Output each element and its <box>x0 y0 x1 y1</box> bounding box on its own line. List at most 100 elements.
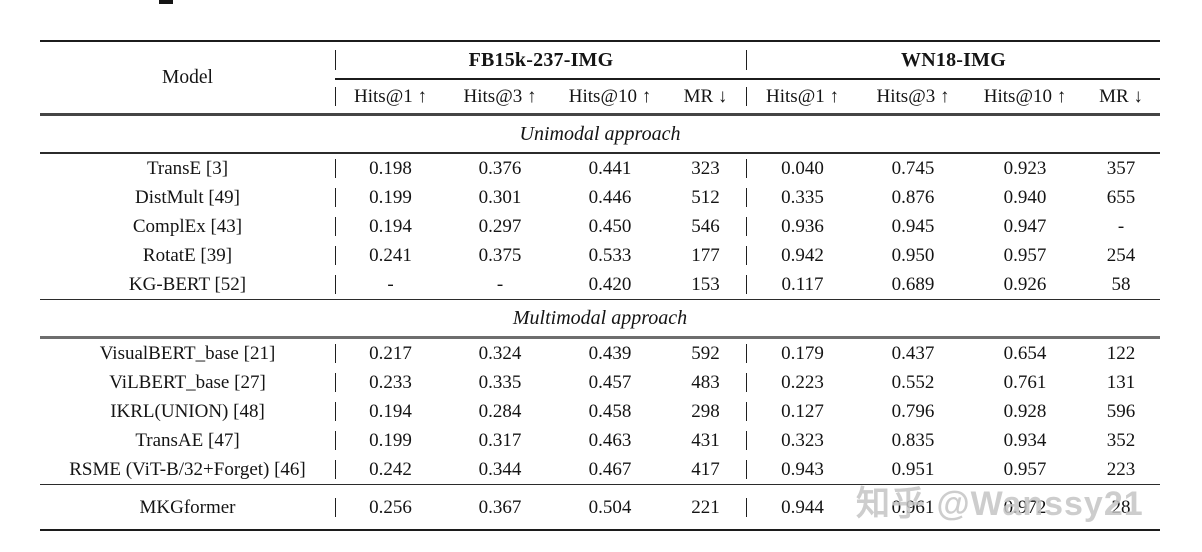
metric-value-cell: - <box>1117 215 1125 237</box>
section-label-underrule <box>40 152 1160 154</box>
table-row: ComplEx [43] 0.194 0.297 0.450 546 0.936 0.945… <box>40 212 1160 241</box>
metric-value-cell: 0.297 <box>478 215 522 237</box>
metric-header-wn-hits@1: Hits@1 ↑ <box>746 86 858 106</box>
group-header-fb15k-237-img: FB15k-237-IMG <box>335 50 746 70</box>
metric-value-cell: 0.344 <box>478 458 522 480</box>
top-rule <box>40 40 1160 42</box>
metric-value-cell: 0.654 <box>1003 342 1047 364</box>
table-header: Model FB15k-237-IMG WN18-IMG Hits@1 ↑ Hit… <box>40 42 1160 113</box>
metric-value-cell: 0.127 <box>746 401 858 421</box>
model-name-cell: ViLBERT_base [27] <box>109 371 266 393</box>
cropped-caption-fragment <box>159 0 173 4</box>
metric-value-cell: 0.335 <box>746 187 858 207</box>
metric-value-cell: 0.504 <box>588 496 632 518</box>
section-label-row: Unimodal approach <box>40 116 1160 152</box>
model-column-header: Model <box>162 66 213 88</box>
metric-value-cell: 0.957 <box>1003 458 1047 480</box>
metric-value-cell: 0.936 <box>746 216 858 236</box>
metric-header-wn-mr: MR ↓ <box>1099 85 1143 107</box>
metric-value-cell: 0.923 <box>1003 157 1047 179</box>
metric-value-cell: 28 <box>1111 496 1131 518</box>
metric-value-cell: 0.323 <box>746 430 858 450</box>
metric-value-cell: 0.439 <box>588 342 632 364</box>
metric-value-cell: 655 <box>1106 186 1136 208</box>
metric-value-cell: 0.179 <box>746 343 858 363</box>
metric-value-cell: 0.284 <box>478 400 522 422</box>
table-sections: Unimodal approach TransE [3] 0.198 0.376 0.4… <box>40 116 1160 484</box>
dataset-group-row: FB15k-237-IMG WN18-IMG <box>335 42 1160 78</box>
metric-value-cell: 0.835 <box>891 429 935 451</box>
metric-value-cell: 0.317 <box>478 429 522 451</box>
metric-header-fb-mr: MR ↓ <box>683 85 728 107</box>
model-name-cell: RSME (ViT-B/32+Forget) [46] <box>69 458 306 480</box>
metric-value-cell: 0.223 <box>746 372 858 392</box>
metric-value-cell: 0.796 <box>891 400 935 422</box>
metric-value-cell: 352 <box>1106 429 1136 451</box>
metric-value-cell: 0.943 <box>746 459 858 479</box>
group-header-wn18-img: WN18-IMG <box>746 50 1160 70</box>
metric-value-cell: 0.761 <box>1003 371 1047 393</box>
metric-value-cell: 0.951 <box>891 458 935 480</box>
zhihu-watermark: 知乎 @Wanssy21 <box>856 485 1144 523</box>
metric-value-cell: 0.420 <box>588 273 632 295</box>
table-row: RotatE [39] 0.241 0.375 0.533 177 0.942 0.950 0… <box>40 241 1160 270</box>
section-label-row: Multimodal approach <box>40 300 1160 336</box>
metric-value-cell: 0.552 <box>891 371 935 393</box>
metric-value-cell: 0.457 <box>588 371 632 393</box>
metric-value-cell: 0.441 <box>588 157 632 179</box>
table-row: DistMult [49] 0.199 0.301 0.446 512 0.335 0.87… <box>40 183 1160 212</box>
metric-value-cell: 0.745 <box>891 157 935 179</box>
metric-value-cell: 0.199 <box>335 430 445 450</box>
metric-value-cell: 0.945 <box>891 215 935 237</box>
metric-value-cell: 431 <box>691 429 720 451</box>
metric-value-cell: 0.947 <box>1003 215 1047 237</box>
metric-value-cell: 0.217 <box>335 343 445 363</box>
model-name-cell: DistMult [49] <box>134 186 241 208</box>
metric-value-cell: 122 <box>1106 342 1136 364</box>
metric-value-cell: 221 <box>691 496 720 518</box>
metric-value-cell: 323 <box>691 157 720 179</box>
metric-value-cell: 0.242 <box>335 459 445 479</box>
metric-value-cell: 0.437 <box>891 342 935 364</box>
metric-value-cell: 0.961 <box>891 496 935 518</box>
metric-value-cell: 546 <box>691 215 720 237</box>
metric-value-cell: 177 <box>691 244 720 266</box>
metric-value-cell: 0.446 <box>588 186 632 208</box>
metric-value-cell: 0.367 <box>478 496 522 518</box>
metric-value-cell: 298 <box>691 400 720 422</box>
bottom-rule <box>40 529 1160 531</box>
section-label-underrule <box>40 336 1160 339</box>
metric-value-cell: 596 <box>1106 400 1136 422</box>
table-row: VisualBERT_base [21] 0.217 0.324 0.439 592 0.… <box>40 339 1160 368</box>
metric-value-cell: 0.972 <box>1003 496 1047 518</box>
model-name-cell: TransAE [47] <box>135 429 240 451</box>
table-row: RSME (ViT-B/32+Forget) [46] 0.242 0.344 0.4… <box>40 455 1160 484</box>
metrics-header-block: FB15k-237-IMG WN18-IMG Hits@1 ↑ Hits@3 ↑ H… <box>335 42 1160 113</box>
pre-final-rule <box>40 483 1160 485</box>
metric-value-cell: - <box>496 273 504 295</box>
metric-value-cell: 0.950 <box>891 244 935 266</box>
metric-header-wn-hits@3: Hits@3 ↑ <box>876 85 950 107</box>
model-name-cell: VisualBERT_base [21] <box>99 342 276 364</box>
metric-value-cell: 0.233 <box>335 372 445 392</box>
metric-value-cell: 0.241 <box>335 245 445 265</box>
section-separator-rule <box>40 298 1160 300</box>
metric-value-cell: 0.926 <box>1003 273 1047 295</box>
model-name-cell: RotatE [39] <box>142 244 233 266</box>
table-row: TransAE [47] 0.199 0.317 0.463 431 0.323 0.835… <box>40 426 1160 455</box>
table-row: ViLBERT_base [27] 0.233 0.335 0.457 483 0.223… <box>40 368 1160 397</box>
metric-value-cell: 0.934 <box>1003 429 1047 451</box>
metric-value-cell: 0.040 <box>746 158 858 178</box>
header-subrule <box>335 78 1160 80</box>
metric-value-cell: 0.194 <box>335 401 445 421</box>
metric-value-cell: 357 <box>1106 157 1136 179</box>
metric-value-cell: 0.199 <box>335 187 445 207</box>
model-name-cell: KG-BERT [52] <box>128 273 247 295</box>
metric-value-cell: 0.117 <box>746 274 858 294</box>
metric-value-cell: 483 <box>691 371 720 393</box>
metric-value-cell: 0.533 <box>588 244 632 266</box>
metric-value-cell: - <box>335 274 445 294</box>
metric-value-cell: 0.928 <box>1003 400 1047 422</box>
metric-value-cell: 0.450 <box>588 215 632 237</box>
metric-value-cell: 0.301 <box>478 186 522 208</box>
